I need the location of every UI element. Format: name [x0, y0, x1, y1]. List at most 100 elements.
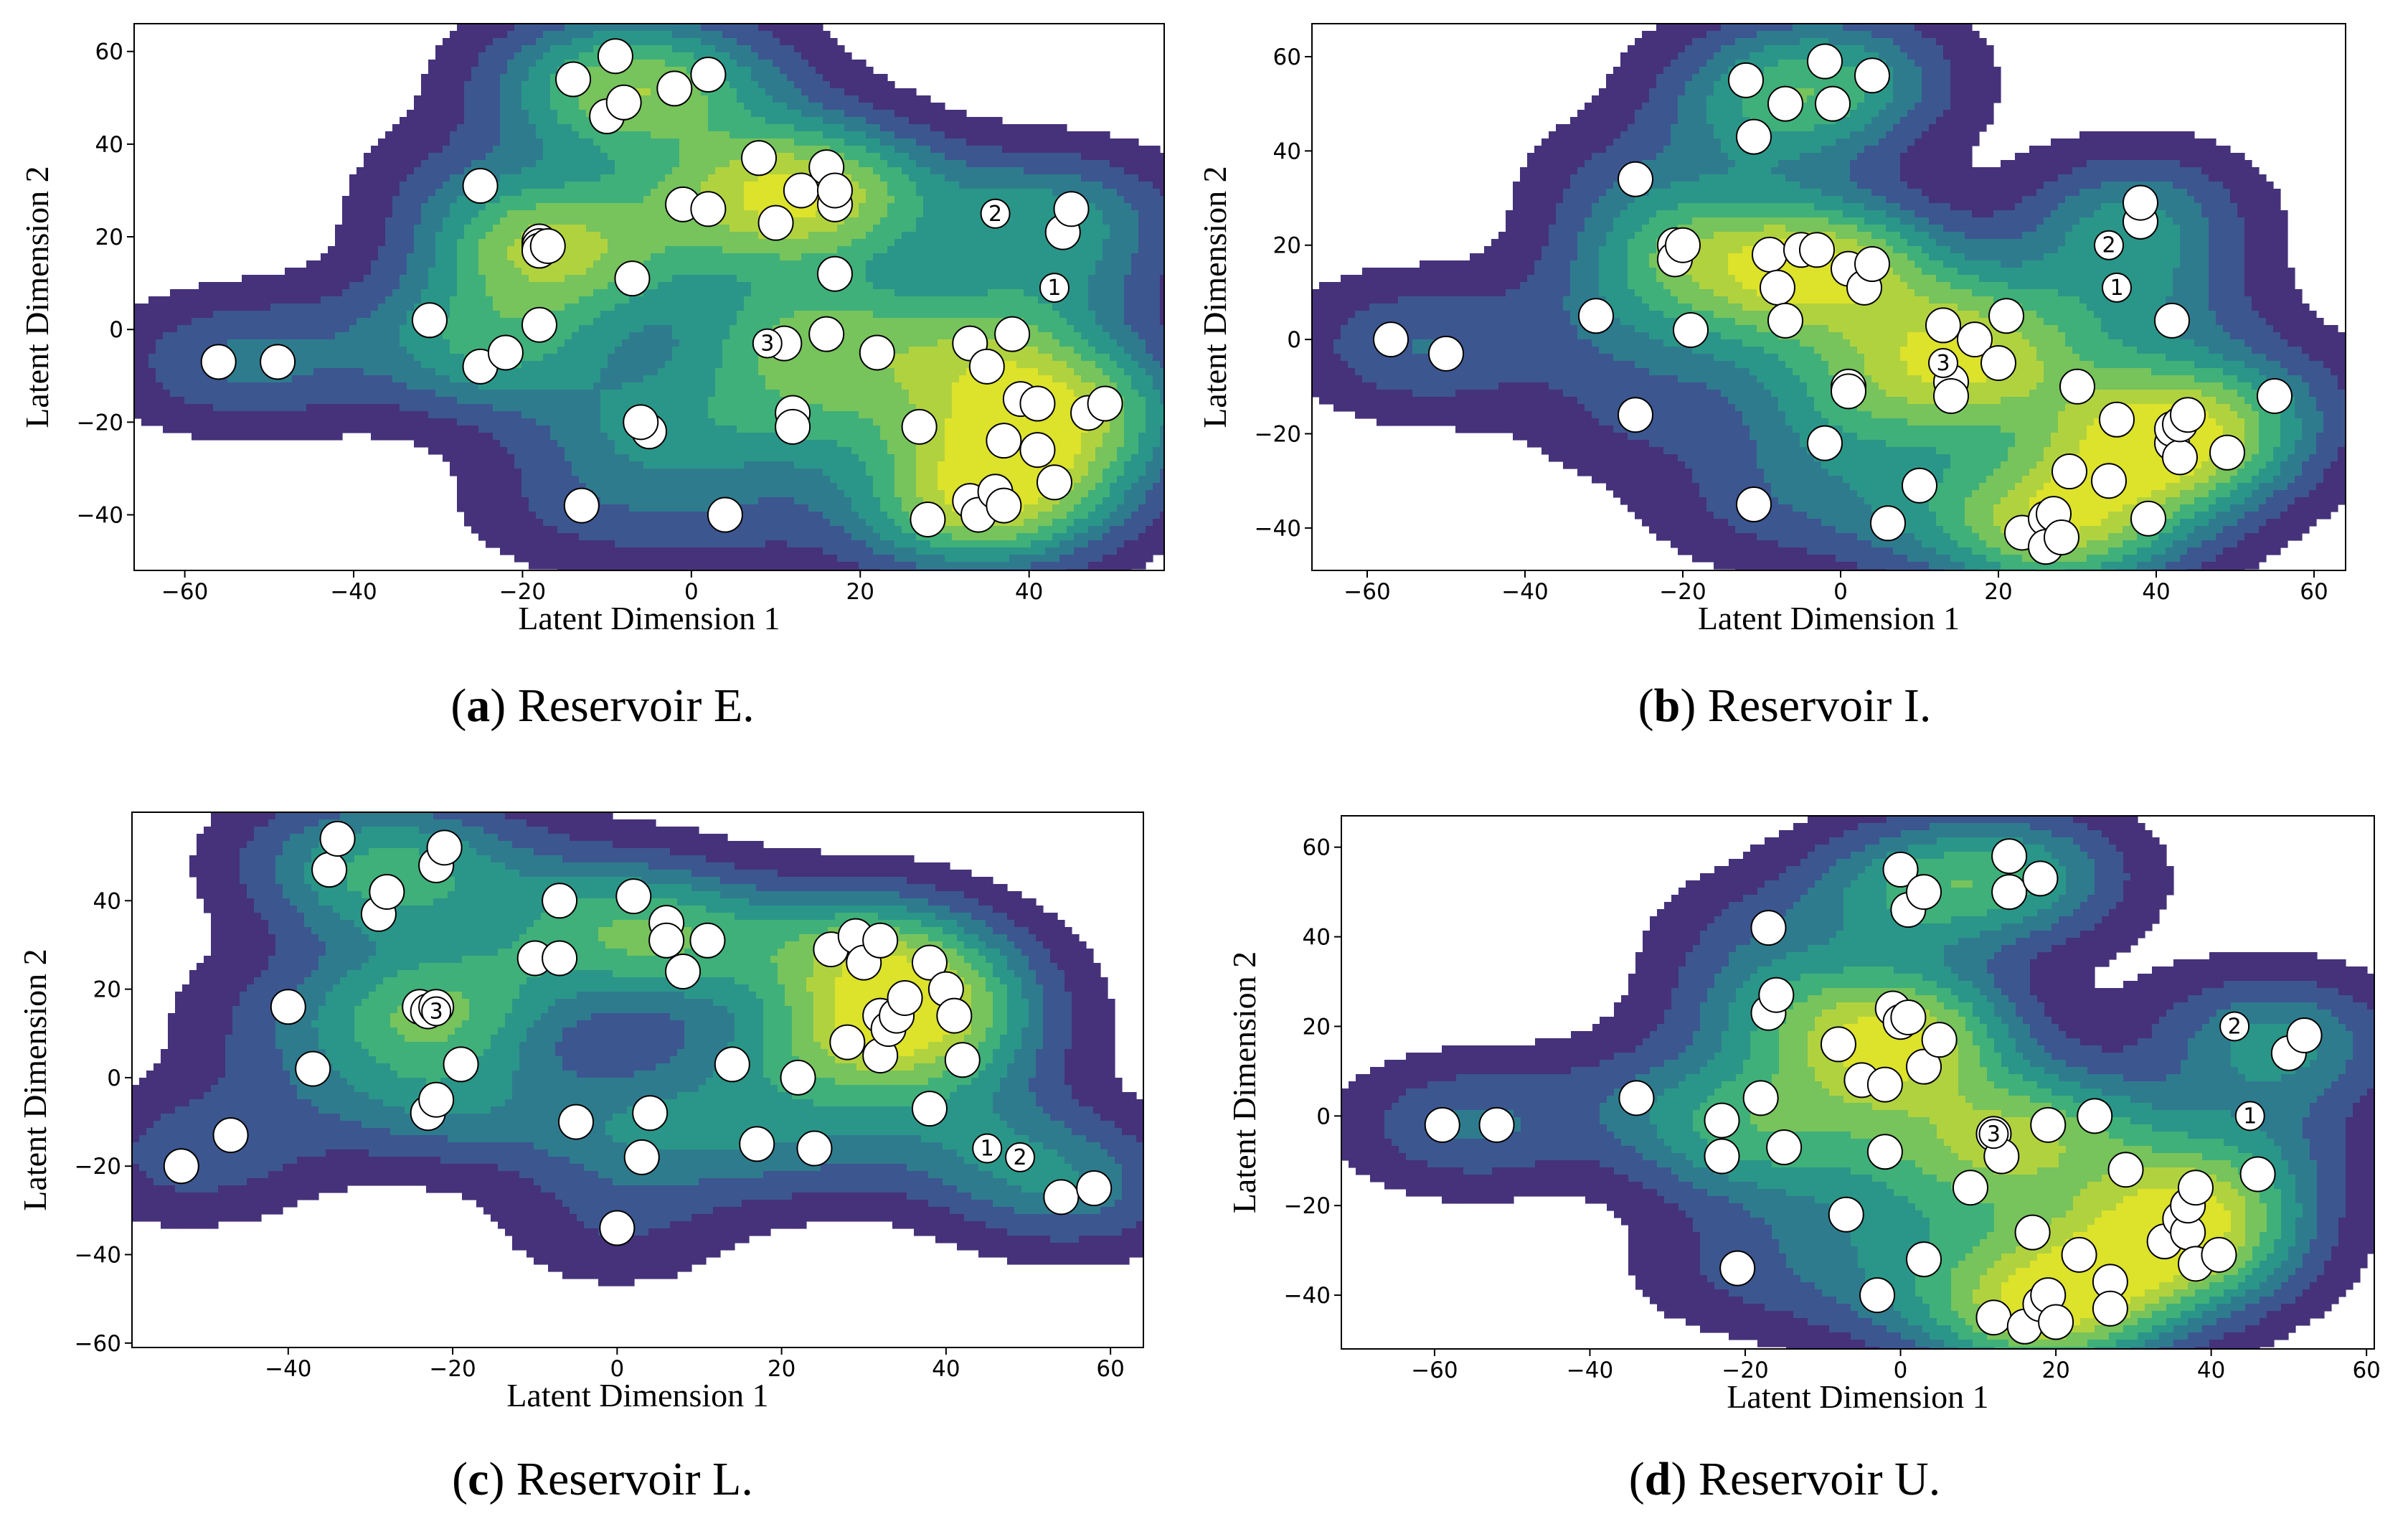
density-cell — [808, 38, 816, 46]
density-cell — [1138, 182, 1146, 189]
density-cell — [880, 325, 888, 333]
density-cell — [966, 260, 974, 268]
density-cell — [192, 354, 199, 362]
density-cell — [407, 117, 415, 125]
density-cell — [701, 146, 709, 154]
density-cell — [686, 95, 694, 103]
density-cell — [428, 117, 436, 125]
density-cell — [758, 67, 766, 75]
density-cell — [464, 160, 472, 168]
density-cell — [902, 182, 910, 189]
density-cell — [220, 311, 228, 319]
density-cell — [1088, 282, 1096, 290]
density-cell — [285, 339, 293, 347]
density-cell — [521, 167, 529, 175]
density-cell — [579, 354, 587, 362]
density-cell — [787, 131, 795, 139]
density-cell — [722, 347, 730, 354]
density-cell — [672, 304, 680, 311]
density-cell — [148, 354, 156, 362]
density-cell — [400, 354, 407, 362]
density-cell — [1074, 325, 1082, 333]
density-cell — [1002, 268, 1010, 276]
density-cell — [622, 117, 630, 125]
density-cell — [579, 289, 587, 297]
density-cell — [679, 289, 687, 297]
density-cell — [608, 174, 615, 182]
density-cell — [443, 196, 450, 204]
density-cell — [550, 196, 558, 204]
density-cell — [428, 232, 436, 240]
density-cell — [801, 325, 809, 333]
density-cell — [414, 289, 422, 297]
density-cell — [751, 239, 759, 247]
density-cell — [435, 296, 443, 304]
density-cell — [966, 203, 974, 211]
density-cell — [715, 282, 723, 290]
density-cell — [851, 117, 859, 125]
density-cell — [651, 268, 658, 276]
density-cell — [1081, 325, 1089, 333]
density-cell — [443, 146, 450, 154]
density-cell — [213, 304, 221, 311]
density-cell — [636, 217, 644, 225]
density-cell — [708, 339, 716, 347]
density-cell — [450, 74, 458, 82]
density-cell — [923, 253, 931, 261]
density-cell — [292, 304, 300, 311]
density-cell — [378, 146, 386, 154]
density-cell — [478, 117, 486, 125]
density-cell — [392, 174, 400, 182]
density-cell — [966, 138, 974, 146]
density-cell — [981, 304, 988, 311]
density-cell — [629, 325, 637, 333]
density-cell — [593, 203, 601, 211]
density-cell — [371, 268, 379, 276]
density-cell — [163, 347, 171, 354]
density-cell — [220, 296, 228, 304]
density-cell — [600, 311, 608, 319]
density-cell — [859, 246, 867, 254]
density-cell — [995, 347, 1003, 354]
density-cell — [471, 232, 479, 240]
density-cell — [694, 174, 702, 182]
density-cell — [421, 253, 429, 261]
density-cell — [859, 289, 867, 297]
density-cell — [500, 232, 508, 240]
density-cell — [1160, 232, 1164, 240]
density-cell — [880, 103, 888, 110]
density-cell — [629, 160, 637, 168]
density-cell — [794, 124, 802, 132]
density-cell — [378, 167, 386, 175]
density-cell — [1117, 210, 1125, 218]
density-cell — [866, 160, 874, 168]
density-cell — [866, 95, 874, 103]
density-cell — [629, 246, 637, 254]
density-cell — [708, 268, 716, 276]
density-cell — [780, 146, 788, 154]
density-cell — [177, 289, 185, 297]
density-cell — [349, 189, 357, 197]
density-cell — [730, 325, 737, 333]
density-cell — [808, 95, 816, 103]
density-cell — [902, 225, 910, 232]
density-cell — [586, 246, 594, 254]
density-cell — [1052, 174, 1060, 182]
density-cell — [744, 332, 752, 340]
density-cell — [1081, 131, 1089, 139]
density-cell — [514, 225, 522, 232]
density-cell — [988, 304, 996, 311]
density-cell — [428, 210, 436, 218]
density-cell — [278, 275, 285, 283]
density-cell — [521, 275, 529, 283]
density-cell — [765, 304, 773, 311]
density-cell — [708, 354, 716, 362]
density-cell — [981, 117, 988, 125]
density-cell — [486, 67, 494, 75]
density-cell — [586, 210, 594, 218]
density-cell — [844, 332, 852, 340]
density-cell — [966, 131, 974, 139]
density-cell — [1117, 246, 1125, 254]
density-cell — [1038, 275, 1046, 283]
density-cell — [478, 225, 486, 232]
